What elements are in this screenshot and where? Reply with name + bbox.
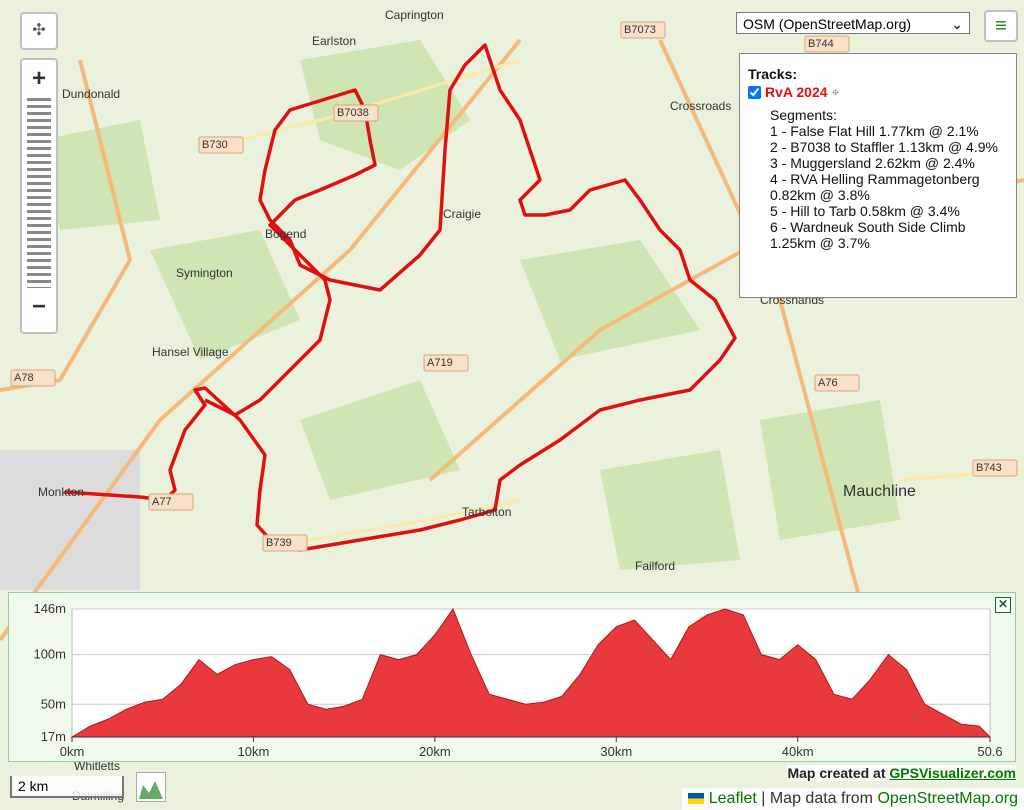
road-shield [262, 534, 308, 552]
attribution-text: | Map data from [761, 790, 874, 807]
road-shield [804, 35, 850, 53]
place-label: Hansel Village [152, 345, 229, 359]
segment: 3 - Muggersland 2.62km @ 2.4% [770, 155, 975, 171]
road-label: B730 [202, 139, 228, 151]
elevation-panel: ✕ [8, 592, 1016, 762]
place-label: Earlston [312, 34, 356, 48]
track-row: RvA 2024 ⌖ [748, 84, 1008, 101]
road-label: A719 [427, 357, 453, 369]
profile-toggle[interactable] [136, 772, 166, 802]
track-checkbox[interactable] [748, 86, 761, 99]
tracks-panel: Tracks: RvA 2024 ⌖ Segments: 1 - False F… [739, 53, 1017, 298]
road-label: B7073 [624, 24, 656, 36]
fullscreen-button[interactable]: ✣ [20, 12, 58, 50]
place-label: Dundonald [62, 87, 120, 101]
track-name[interactable]: RvA 2024 [765, 84, 828, 100]
segment: 2 - B7038 to Staffler 1.13km @ 4.9% [770, 139, 998, 155]
flag-icon [688, 793, 705, 804]
segment: 5 - Hill to Tarb 0.58km @ 3.4% [770, 203, 960, 219]
road-shield [972, 459, 1018, 477]
zoom-in[interactable]: + [31, 65, 46, 92]
attribution: Leaflet | Map data from OpenStreetMap.or… [682, 788, 1024, 810]
airport [0, 450, 140, 590]
menu-button[interactable]: ≡ [984, 10, 1018, 42]
credit-link[interactable]: GPSVisualizer.com [889, 765, 1016, 781]
place-label: Failford [635, 559, 675, 573]
road-label: A78 [14, 372, 34, 384]
road-label: A77 [152, 496, 172, 508]
dropdown-arrow: ⌄ [951, 16, 963, 32]
segment: 6 - Wardneuk South Side Climb 1.25km @ 3… [770, 219, 966, 251]
place-label: Mauchline [843, 483, 916, 500]
place-label: Caprington [385, 8, 444, 22]
place-label: Symington [176, 266, 233, 280]
place-label: Bogend [265, 227, 306, 241]
profile-icon [139, 781, 163, 799]
place-label: Whitletts [74, 759, 120, 773]
close-button[interactable]: ✕ [995, 597, 1011, 613]
credit-text: Map created at [787, 765, 886, 781]
zoom-slider[interactable] [27, 98, 51, 288]
segments-list: 1 - False Flat Hill 1.77km @ 2.1% 2 - B70… [770, 123, 1008, 251]
road-shield [814, 374, 860, 392]
segment: 1 - False Flat Hill 1.77km @ 2.1% [770, 123, 979, 139]
layer-select[interactable]: OSM (OpenStreetMap.org) ⌄ [736, 12, 970, 34]
layer-name: OSM (OpenStreetMap.org) [743, 16, 912, 32]
leaflet-link[interactable]: Leaflet [708, 790, 757, 807]
zoom-out[interactable]: − [31, 293, 46, 320]
segment: 4 - RVA Helling Rammagetonberg 0.82km @ … [770, 171, 980, 203]
track [64, 43, 737, 552]
zoom-control: + − [20, 58, 58, 334]
icon-shape [139, 781, 163, 799]
road-label: B7038 [337, 107, 369, 119]
road-label: B743 [976, 462, 1002, 474]
place-label: Crossroads [670, 99, 731, 113]
road-shield [333, 104, 379, 122]
road-shield [10, 369, 56, 387]
road-shield [148, 493, 194, 511]
osm-link[interactable]: OpenStreetMap.org [877, 790, 1018, 807]
fields [40, 40, 1000, 570]
road-shield [620, 21, 666, 39]
road-label: B744 [808, 38, 834, 50]
road-label: B739 [266, 537, 292, 549]
scale-bar: 2 km [10, 776, 124, 798]
credit: Map created at GPSVisualizer.com [787, 765, 1016, 781]
road-label: A76 [818, 377, 838, 389]
track-locate[interactable]: ⌖ [831, 84, 840, 100]
place-label: Monkton [38, 485, 84, 499]
road-shield [198, 136, 244, 154]
place-label: Craigie [443, 207, 481, 221]
road-shield [423, 354, 469, 372]
place-label: Tarbolton [462, 505, 511, 519]
tracks-title: Tracks: [748, 66, 798, 82]
segments-title: Segments: [770, 107, 837, 123]
